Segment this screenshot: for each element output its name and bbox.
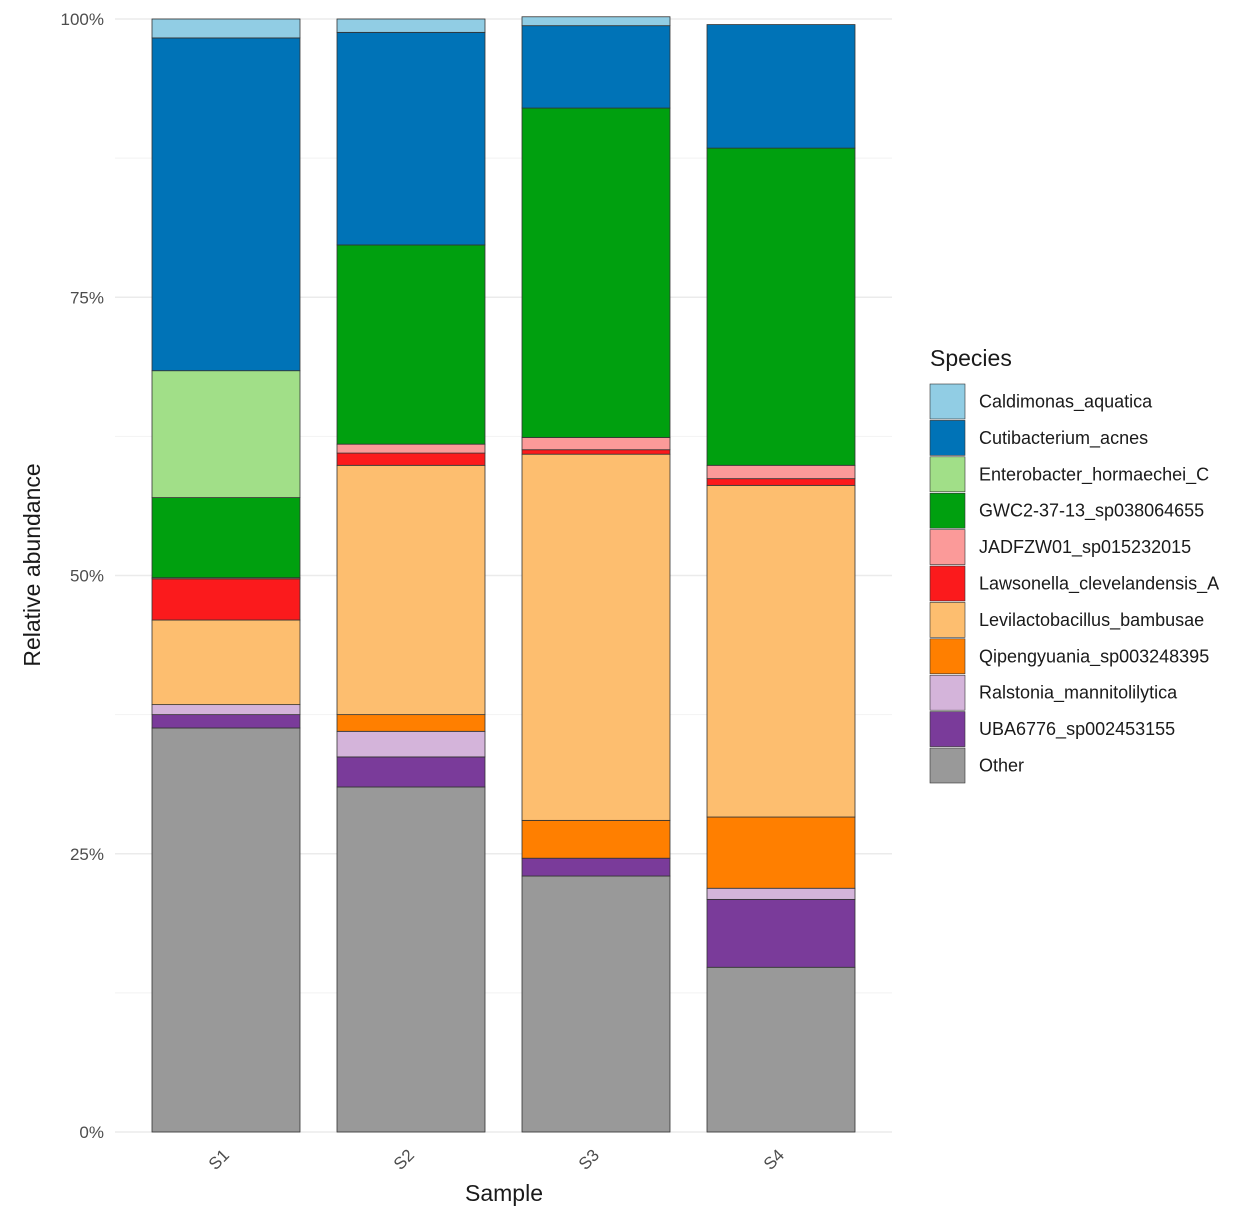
bar-segment — [151, 18, 301, 39]
legend-key — [929, 383, 966, 420]
bar-segment — [521, 857, 671, 877]
legend-label: Qipengyuania_sp003248395 — [979, 646, 1209, 667]
x-tick-label: S4 — [760, 1146, 788, 1174]
bar-segment — [521, 107, 671, 438]
legend-label: JADFZW01_sp015232015 — [979, 537, 1191, 558]
x-tick-label: S3 — [575, 1146, 603, 1174]
bar-segment — [151, 497, 301, 579]
legend-key — [929, 747, 966, 784]
bar-segment — [336, 31, 486, 246]
legend-key — [929, 456, 966, 493]
y-tick-label: 75% — [70, 288, 104, 307]
bar-segment — [706, 478, 856, 486]
legend-label: Enterobacter_hormaechei_C — [979, 464, 1209, 485]
bar-segment — [336, 464, 486, 716]
y-tick-label: 0% — [79, 1123, 104, 1142]
bar-segment — [151, 370, 301, 498]
bar-segment — [706, 24, 856, 149]
bar-segment — [706, 887, 856, 900]
legend-label: Cutibacterium_acnes — [979, 428, 1148, 449]
bar-segment — [336, 443, 486, 454]
x-tick-label: S2 — [390, 1146, 418, 1174]
bar-segment — [706, 464, 856, 480]
bar-segment — [336, 756, 486, 788]
bars-layer — [151, 16, 856, 1133]
bar-segment — [521, 437, 671, 451]
y-axis-title: Relative abundance — [19, 463, 45, 666]
bar-segment — [336, 244, 486, 445]
bar-segment — [151, 714, 301, 729]
bar-segment — [706, 966, 856, 1133]
legend-label: UBA6776_sp002453155 — [979, 719, 1175, 740]
legend-label: GWC2-37-13_sp038064655 — [979, 501, 1204, 522]
bar-segment — [336, 786, 486, 1133]
legend: Species Caldimonas_aquatica Cutibacterium… — [929, 345, 1219, 784]
legend-key — [929, 492, 966, 529]
legend-key — [929, 529, 966, 565]
bar-segment — [521, 819, 671, 859]
y-tick-label: 100% — [61, 10, 104, 29]
bar-segment — [151, 727, 301, 1133]
x-tick-label: S1 — [205, 1146, 233, 1174]
legend-key — [929, 602, 966, 638]
legend-key — [929, 711, 966, 747]
bar-segment — [151, 578, 301, 621]
legend-label: Levilactobacillus_bambusae — [979, 610, 1204, 631]
bar-segment — [706, 816, 856, 889]
y-tick-label: 25% — [70, 845, 104, 864]
legend-label: Caldimonas_aquatica — [979, 392, 1153, 413]
bar-segment — [336, 730, 486, 758]
y-tick-label: 50% — [70, 567, 104, 586]
legend-key — [929, 674, 966, 711]
bar-segment — [521, 875, 671, 1133]
legend-key — [929, 638, 966, 675]
bar-segment — [706, 898, 856, 968]
legend-label: Lawsonella_clevelandensis_A — [979, 574, 1219, 595]
bar-segment — [336, 18, 486, 33]
legend-label: Ralstonia_mannitolilytica — [979, 683, 1178, 704]
legend-label: Other — [979, 756, 1024, 776]
bar-segment — [336, 452, 486, 466]
legend-key — [929, 565, 966, 602]
x-axis-title: Sample — [465, 1180, 543, 1206]
bar-segment — [151, 37, 301, 372]
bar-segment — [521, 449, 671, 455]
bar-segment — [336, 714, 486, 732]
bar-segment — [151, 704, 301, 716]
bar-segment — [521, 453, 671, 821]
axes-layer: Sample Relative abundance 0% 25% 50% 75% 100… — [19, 10, 788, 1206]
bar-segment — [521, 16, 671, 27]
bar-segment — [151, 619, 301, 706]
legend-title: Species — [930, 345, 1012, 371]
legend-key — [929, 420, 966, 456]
bar-segment — [706, 147, 856, 466]
bar-segment — [706, 484, 856, 818]
bar-segment — [521, 25, 671, 109]
